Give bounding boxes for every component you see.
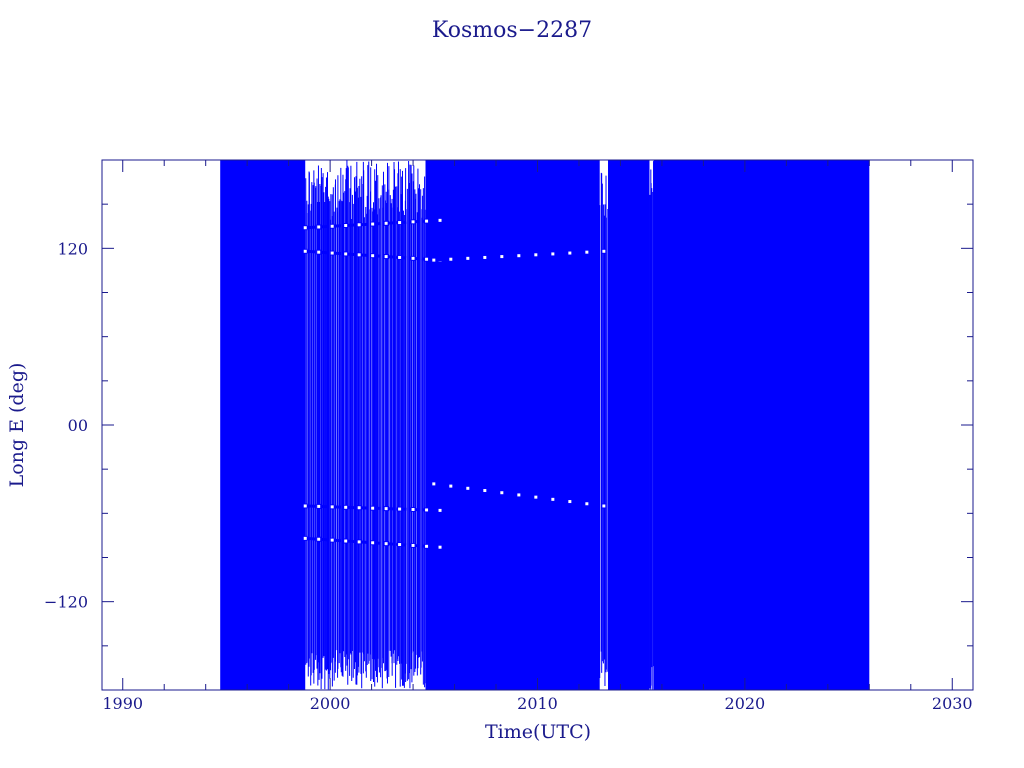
x-axis-label: Time(UTC) [485, 721, 591, 743]
series-0-point [316, 249, 322, 255]
y-axis-label: Long E (deg) [6, 363, 28, 488]
series-0-point [356, 505, 362, 511]
series-0-point [397, 542, 403, 548]
series-0-point [410, 542, 416, 548]
series-0-point [431, 481, 437, 487]
series-0-point [356, 222, 362, 228]
series-0-point [437, 544, 443, 550]
series-0-point [302, 503, 308, 509]
series-0-point [567, 499, 573, 505]
series-0-point [383, 541, 389, 547]
series-0-point [437, 507, 443, 513]
series-0-drift-track-3 [302, 535, 443, 550]
series-0-point [343, 538, 349, 544]
series-0-dense-band-3 [653, 160, 870, 690]
plot-area [220, 160, 870, 690]
series-0-point [316, 503, 322, 509]
series-0-point [329, 250, 335, 256]
y-tick-label: −120 [44, 593, 88, 612]
series-0-sparse-band-1 [599, 172, 609, 687]
series-0-point [448, 483, 454, 489]
series-0-point [601, 503, 607, 509]
series-0-point [370, 505, 376, 511]
y-tick-label: 120 [57, 239, 88, 258]
series-0-point [424, 218, 430, 224]
x-tick-label: 2010 [517, 694, 558, 713]
series-0-point [550, 496, 556, 502]
series-0-point [437, 217, 443, 223]
series-0-point [302, 248, 308, 254]
series-0-dense-band-2 [608, 160, 650, 690]
x-tick-label: 2030 [932, 694, 973, 713]
series-0-dense-band-1 [425, 160, 600, 690]
series-0-drift-track-2 [302, 503, 443, 513]
series-0-point [370, 540, 376, 546]
x-tick-label: 1990 [102, 694, 143, 713]
series-0-point [383, 506, 389, 512]
series-0-point [567, 250, 573, 256]
series-0-sparse-band-2 [649, 161, 655, 690]
axis-ticks: 1990 2000 2010 2020 2030 −120 00 120 [44, 160, 973, 713]
series-0-drift-track-0 [302, 217, 443, 231]
series-0-point [302, 535, 308, 541]
series-0-point [550, 251, 556, 257]
series-0-point [343, 504, 349, 510]
series-0-point [584, 249, 590, 255]
series-0-point [383, 254, 389, 260]
series-0-point [499, 490, 505, 496]
series-0-point [397, 506, 403, 512]
series-0-point [448, 256, 454, 262]
series-0-point [482, 488, 488, 494]
series-0-point [397, 254, 403, 260]
series-0-point [397, 220, 403, 226]
series-0-point [343, 223, 349, 229]
y-tick-label: 00 [68, 416, 88, 435]
series-0-drift-track-5 [431, 248, 607, 263]
x-tick-label: 2000 [310, 694, 351, 713]
series-0-point [424, 507, 430, 513]
series-0-point [329, 504, 335, 510]
series-0-point [533, 494, 539, 500]
series-0-point [601, 248, 607, 254]
series-0-point [465, 255, 471, 261]
series-0-point [424, 543, 430, 549]
series-0-point [370, 253, 376, 259]
series-0-point [533, 252, 539, 258]
x-tick-label: 2020 [725, 694, 766, 713]
series-0-point [356, 252, 362, 258]
series-0-point [329, 223, 335, 229]
series-0-drift-track-4 [431, 481, 607, 509]
series-0-point [516, 253, 522, 259]
series-0-point [302, 225, 308, 231]
series-0-point [499, 254, 505, 260]
series-0-point [410, 219, 416, 225]
series-0-point [410, 507, 416, 513]
series-0-sparse-band-0 [305, 160, 426, 690]
chart-title: Kosmos−2287 [432, 18, 592, 43]
series-0-point [584, 501, 590, 507]
series-0-point [383, 220, 389, 226]
series-0-point [431, 257, 437, 263]
series-0-point [516, 492, 522, 498]
series-0-point [329, 537, 335, 543]
series-0-point [316, 536, 322, 542]
series-0-point [410, 255, 416, 261]
series-0-point [370, 221, 376, 227]
series-0-point [424, 256, 430, 262]
series-0-point [482, 254, 488, 260]
series-0-dense-band-0 [220, 160, 306, 690]
series-0-point [343, 251, 349, 257]
series-0-point [356, 539, 362, 545]
series-0-point [465, 485, 471, 491]
series-0-point [316, 224, 322, 230]
